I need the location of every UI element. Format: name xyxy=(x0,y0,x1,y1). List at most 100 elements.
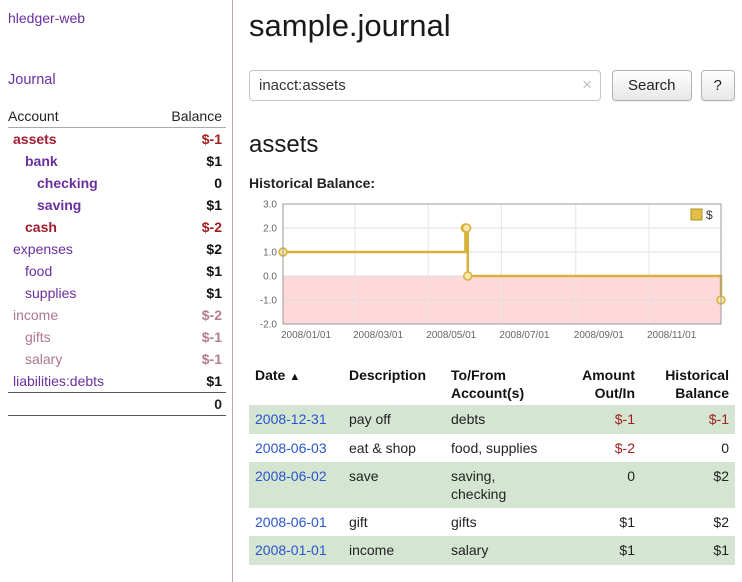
account-cell: expenses xyxy=(8,238,147,260)
app-title-link[interactable]: hledger-web xyxy=(8,10,86,26)
account-cell: checking xyxy=(8,172,147,194)
register-amount: $-1 xyxy=(614,411,635,428)
account-row: checking 0 xyxy=(8,172,226,194)
account-balance: 0 xyxy=(214,175,222,191)
account-balance: $1 xyxy=(206,373,222,389)
account-row: food $1 xyxy=(8,260,226,282)
account-cell: salary xyxy=(8,348,147,370)
accounts-table: Account Balance assets $-1 bank $1 checking 0… xyxy=(8,106,226,416)
account-cell: assets xyxy=(8,128,147,151)
register-table: Date ▲ Description To/From Account(s) Amount O… xyxy=(249,363,735,565)
register-date-link[interactable]: 2008-06-02 xyxy=(255,467,327,484)
register-date-cell: 2008-06-03 xyxy=(249,434,343,462)
account-cell: bank xyxy=(8,150,147,172)
register-description: income xyxy=(349,542,395,559)
account-balance: $-1 xyxy=(201,351,222,367)
account-link-salary[interactable]: salary xyxy=(25,351,63,367)
help-button[interactable]: ? xyxy=(700,70,735,101)
register-accounts: gifts xyxy=(451,514,477,531)
svg-text:2008/05/01: 2008/05/01 xyxy=(426,330,476,341)
register-date-link[interactable]: 2008-01-01 xyxy=(255,542,327,559)
register-header-description: Description xyxy=(349,367,427,383)
account-row: saving $1 xyxy=(8,194,226,216)
account-link-saving[interactable]: saving xyxy=(37,197,82,213)
search-row: × Search ? xyxy=(249,70,735,101)
account-link-assets[interactable]: assets xyxy=(13,131,57,147)
accounts-total-value: 0 xyxy=(147,392,226,416)
account-link-liabilities-debts[interactable]: liabilities:debts xyxy=(13,373,105,389)
account-cell: gifts xyxy=(8,326,147,348)
search-button[interactable]: Search xyxy=(612,70,692,101)
register-description: gift xyxy=(349,514,368,531)
sort-ascending-icon: ▲ xyxy=(289,371,301,383)
register-row: 2008-06-02 save saving, checking 0 $2 xyxy=(249,461,735,509)
account-link-cash[interactable]: cash xyxy=(25,219,57,235)
account-cell: food xyxy=(8,260,147,282)
svg-text:1.0: 1.0 xyxy=(263,248,277,259)
svg-text:-1.0: -1.0 xyxy=(260,296,278,307)
register-date-link[interactable]: 2008-12-31 xyxy=(255,411,327,428)
account-row: liabilities:debts $1 xyxy=(8,370,226,393)
account-cell: cash xyxy=(8,216,147,238)
register-amount: $-2 xyxy=(614,439,635,456)
register-row: 2008-06-03 eat & shop food, supplies $-2 0 xyxy=(249,434,735,462)
register-header-balance: Historical Balance xyxy=(665,367,729,402)
svg-text:2008/01/01: 2008/01/01 xyxy=(281,330,331,341)
register-row: 2008-12-31 pay off debts $-1 $-1 xyxy=(249,405,735,434)
account-balance: $-2 xyxy=(201,219,222,235)
register-date-link[interactable]: 2008-06-01 xyxy=(255,514,327,531)
register-header-date[interactable]: Date ▲ xyxy=(255,367,301,383)
svg-text:$: $ xyxy=(706,208,713,222)
account-balance: $-1 xyxy=(201,329,222,345)
svg-text:0.0: 0.0 xyxy=(263,272,277,283)
svg-text:-2.0: -2.0 xyxy=(260,320,278,331)
search-box: × xyxy=(249,70,601,101)
register-description: save xyxy=(349,467,379,484)
accounts-header-account: Account xyxy=(8,106,147,128)
search-input[interactable] xyxy=(249,70,601,101)
svg-text:2.0: 2.0 xyxy=(263,224,277,235)
clear-search-icon[interactable]: × xyxy=(582,75,592,94)
register-date-link[interactable]: 2008-06-03 xyxy=(255,439,327,456)
register-header-accounts: To/From Account(s) xyxy=(451,367,525,402)
accounts-header-balance: Balance xyxy=(147,106,226,128)
account-cell: supplies xyxy=(8,282,147,304)
account-row: assets $-1 xyxy=(8,128,226,151)
chart-title: Historical Balance: xyxy=(249,175,376,191)
account-link-bank[interactable]: bank xyxy=(25,153,58,169)
accounts-header-row: Account Balance xyxy=(8,106,226,128)
register-date-cell: 2008-06-01 xyxy=(249,508,343,536)
account-row: supplies $1 xyxy=(8,282,226,304)
svg-text:2008/11/01: 2008/11/01 xyxy=(647,330,697,341)
register-description: pay off xyxy=(349,411,391,428)
register-accounts: salary xyxy=(451,542,489,559)
sidebar-item-journal[interactable]: Journal xyxy=(8,72,56,88)
register-accounts: saving, checking xyxy=(451,467,507,502)
register-balance: $1 xyxy=(713,542,729,559)
account-link-gifts[interactable]: gifts xyxy=(25,329,51,345)
account-cell: liabilities:debts xyxy=(8,370,147,393)
svg-text:2008/07/01: 2008/07/01 xyxy=(499,330,549,341)
account-link-food[interactable]: food xyxy=(25,263,53,279)
account-link-supplies[interactable]: supplies xyxy=(25,285,77,301)
register-balance: $2 xyxy=(713,514,729,531)
register-balance: $2 xyxy=(713,467,729,484)
account-link-expenses[interactable]: expenses xyxy=(13,241,73,257)
account-balance: $1 xyxy=(206,197,222,213)
svg-text:3.0: 3.0 xyxy=(263,200,277,211)
register-row: 2008-01-01 income salary $1 $1 xyxy=(249,536,735,565)
account-row: gifts $-1 xyxy=(8,326,226,348)
account-link-income[interactable]: income xyxy=(13,307,59,323)
register-amount: $1 xyxy=(619,514,635,531)
register-amount: $1 xyxy=(619,542,635,559)
account-balance: $1 xyxy=(206,153,222,169)
account-balance: $1 xyxy=(206,285,222,301)
main-content: sample.journal × Search ? assets Histori… xyxy=(233,0,742,582)
register-date-cell: 2008-12-31 xyxy=(249,405,343,433)
accounts-total-spacer xyxy=(8,392,147,416)
register-header-amount: Amount Out/In xyxy=(582,367,635,402)
account-link-checking[interactable]: checking xyxy=(37,175,98,191)
account-row: income $-2 xyxy=(8,304,226,326)
